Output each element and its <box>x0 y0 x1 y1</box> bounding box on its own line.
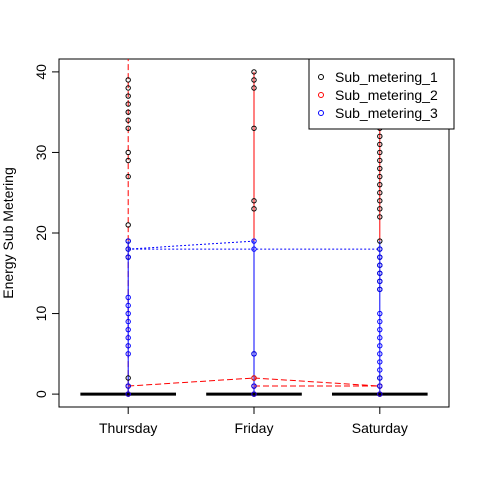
connector-line-0 <box>128 240 255 250</box>
point-Sub_metering_3-2-7 <box>377 335 383 341</box>
point-Sub_metering_1-0-7 <box>125 173 131 180</box>
point-Sub_metering_2-1-2 <box>251 375 257 381</box>
x-tick-label-Friday: Friday <box>235 420 274 436</box>
point-Sub_metering_1-2-20 <box>377 133 383 140</box>
legend-marker-Sub_metering_1 <box>318 74 324 80</box>
point-Sub_metering_3-0-2 <box>125 351 131 357</box>
legend: Sub_metering_1 Sub_metering_2 Sub_metering… <box>308 58 455 130</box>
legend-label-Sub_metering_1: Sub_metering_1 <box>335 69 438 85</box>
x-tick-label-Thursday: Thursday <box>99 420 157 436</box>
point-Sub_metering_3-2-0 <box>377 391 383 397</box>
legend-label-Sub_metering_3: Sub_metering_3 <box>335 105 438 121</box>
point-Sub_metering_3-2-6 <box>377 343 383 349</box>
point-Sub_metering_3-2-11 <box>377 286 383 293</box>
point-Sub_metering_1-0-2 <box>125 375 131 381</box>
point-Sub_metering_3-0-11 <box>125 246 131 252</box>
point-Sub_metering_3-0-6 <box>125 318 131 325</box>
point-Sub_metering_1-2-19 <box>377 141 383 148</box>
point-Sub_metering_3-2-10 <box>377 310 383 317</box>
point-Sub_metering_3-0-3 <box>125 343 131 349</box>
point-Sub_metering_3-0-8 <box>125 302 131 309</box>
y-tick-label-40: 40 <box>33 64 49 80</box>
point-Sub_metering_3-2-13 <box>377 270 383 276</box>
point-Sub_metering_3-1-2 <box>251 351 257 357</box>
point-Sub_metering_3-1-4 <box>251 238 257 244</box>
point-Sub_metering_3-0-5 <box>125 326 131 333</box>
point-Sub_metering_3-2-16 <box>377 246 383 252</box>
point-Sub_metering_1-1-4 <box>251 206 257 212</box>
point-Sub_metering_1-2-18 <box>377 149 383 156</box>
axis-layer: 0 10 20 30 40 Thursday Friday Saturday <box>33 64 408 436</box>
y-axis-title: Energy Sub Metering <box>0 167 16 299</box>
point-Sub_metering_1-1-9 <box>251 69 257 75</box>
point-Sub_metering_3-2-1 <box>377 383 383 389</box>
y-tick-label-20: 20 <box>33 225 49 241</box>
point-Sub_metering_3-2-15 <box>377 254 383 260</box>
point-Sub_metering_1-0-8 <box>125 157 131 164</box>
point-Sub_metering_1-2-16 <box>377 165 383 172</box>
point-Sub_metering_3-2-2 <box>377 375 383 381</box>
point-Sub_metering_1-2-17 <box>377 157 383 164</box>
point-Sub_metering_1-0-11 <box>125 117 131 123</box>
point-Sub_metering_1-2-12 <box>377 198 383 204</box>
point-Sub_metering_1-2-11 <box>377 206 383 212</box>
point-Sub_metering_1-0-9 <box>125 149 131 156</box>
point-Sub_metering_3-2-5 <box>377 351 383 357</box>
point-Sub_metering_3-1-3 <box>251 246 257 252</box>
point-Sub_metering_1-0-12 <box>125 109 131 115</box>
point-Sub_metering_3-0-1 <box>125 383 131 389</box>
point-Sub_metering_3-2-14 <box>377 262 383 268</box>
point-Sub_metering_3-0-12 <box>125 238 131 244</box>
point-Sub_metering_1-0-14 <box>125 93 131 99</box>
point-Sub_metering_1-1-5 <box>251 198 257 204</box>
point-Sub_metering_1-1-8 <box>251 77 257 83</box>
point-Sub_metering_1-1-7 <box>251 85 257 91</box>
point-Sub_metering_3-0-10 <box>125 254 131 260</box>
y-tick-label-10: 10 <box>33 306 49 322</box>
point-Sub_metering_1-0-15 <box>125 85 131 91</box>
point-Sub_metering_3-1-1 <box>251 383 257 389</box>
x-tick-label-Saturday: Saturday <box>352 420 408 436</box>
point-Sub_metering_3-2-8 <box>377 326 383 333</box>
point-Sub_metering_3-1-0 <box>251 391 257 397</box>
legend-marker-Sub_metering_2 <box>318 92 324 98</box>
point-Sub_metering_1-0-6 <box>125 222 131 228</box>
point-Sub_metering_1-2-13 <box>377 190 383 196</box>
point-Sub_metering_3-2-12 <box>377 278 383 285</box>
point-Sub_metering_3-2-9 <box>377 318 383 325</box>
point-Sub_metering_3-0-4 <box>125 335 131 341</box>
y-tick-label-0: 0 <box>33 390 49 398</box>
point-Sub_metering_1-2-9 <box>377 238 383 244</box>
point-Sub_metering_3-0-9 <box>125 294 131 301</box>
point-Sub_metering_3-2-4 <box>377 359 383 365</box>
point-Sub_metering_1-0-10 <box>125 125 131 131</box>
point-Sub_metering_3-2-3 <box>377 367 383 373</box>
point-Sub_metering_1-0-13 <box>125 101 131 107</box>
point-Sub_metering_1-1-6 <box>251 125 257 131</box>
legend-box <box>308 58 455 130</box>
point-Sub_metering_3-0-0 <box>125 391 131 397</box>
connector-line-2 <box>128 377 380 387</box>
point-Sub_metering_1-2-15 <box>377 173 383 180</box>
y-tick-label-30: 30 <box>33 144 49 160</box>
point-Sub_metering_1-2-10 <box>377 214 383 220</box>
point-Sub_metering_3-0-7 <box>125 310 131 317</box>
legend-label-Sub_metering_2: Sub_metering_2 <box>335 87 438 103</box>
point-Sub_metering_1-2-14 <box>377 181 383 188</box>
data-layer <box>80 59 428 397</box>
point-Sub_metering_1-0-16 <box>125 77 131 83</box>
legend-marker-Sub_metering_3 <box>318 110 324 116</box>
